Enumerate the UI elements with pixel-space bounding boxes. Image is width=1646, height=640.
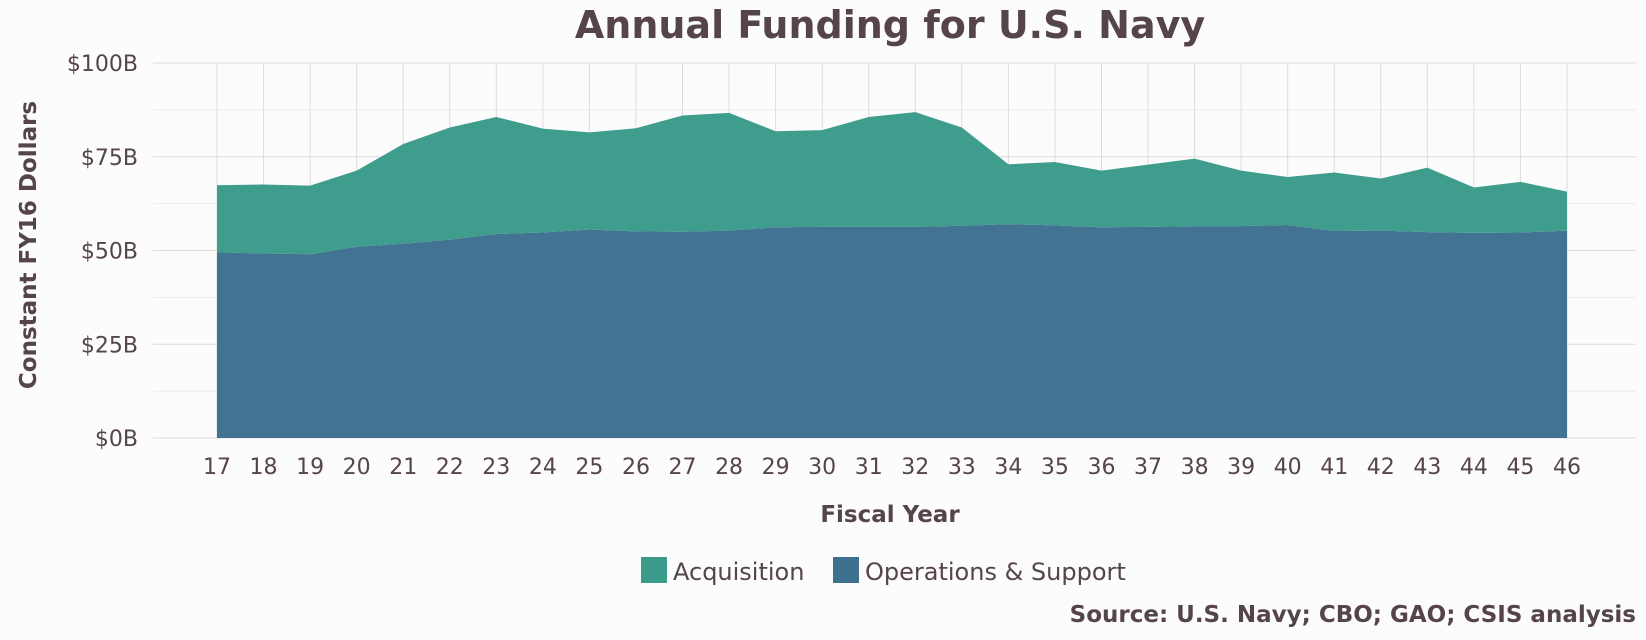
y-tick-label: $50B xyxy=(81,240,138,265)
x-tick-label: 39 xyxy=(1227,455,1255,480)
x-tick-label: 27 xyxy=(669,455,697,480)
legend: Acquisition Operations & Support xyxy=(641,557,1126,586)
y-tick-label: $75B xyxy=(81,146,138,171)
x-tick-label: 24 xyxy=(529,455,557,480)
x-tick-label: 26 xyxy=(622,455,650,480)
area-series-operations-support xyxy=(217,224,1567,438)
x-tick-label: 17 xyxy=(203,455,231,480)
x-tick-label: 25 xyxy=(575,455,603,480)
x-tick-label: 30 xyxy=(808,455,836,480)
x-tick-label: 19 xyxy=(296,455,324,480)
x-tick-label: 29 xyxy=(762,455,790,480)
x-tick-label: 38 xyxy=(1181,455,1209,480)
x-tick-label: 41 xyxy=(1320,455,1348,480)
x-tick-label: 34 xyxy=(994,455,1022,480)
x-tick-label: 44 xyxy=(1460,455,1488,480)
x-tick-label: 40 xyxy=(1274,455,1302,480)
x-tick-label: 31 xyxy=(855,455,883,480)
x-tick-label: 21 xyxy=(389,455,417,480)
x-axis-title: Fiscal Year xyxy=(820,502,960,528)
x-tick-label: 42 xyxy=(1367,455,1395,480)
legend-swatch-acquisition xyxy=(641,557,667,583)
y-tick-label: $25B xyxy=(81,333,138,358)
legend-swatch-operations-support xyxy=(833,557,859,583)
x-tick-labels: 17 18 19 20 21 22 23 24 25 26 27 28 29 30 31 32 33 34 35 36… xyxy=(203,455,1581,480)
x-tick-label: 43 xyxy=(1413,455,1441,480)
legend-label-acquisition: Acquisition xyxy=(673,558,804,586)
x-tick-label: 22 xyxy=(436,455,464,480)
y-tick-labels: $0B $25B $50B $75B $100B xyxy=(67,52,138,452)
chart-title: Annual Funding for U.S. Navy xyxy=(575,3,1205,47)
x-tick-label: 36 xyxy=(1087,455,1115,480)
x-tick-label: 46 xyxy=(1553,455,1581,480)
x-tick-label: 33 xyxy=(948,455,976,480)
x-tick-label: 37 xyxy=(1134,455,1162,480)
area-layer xyxy=(217,112,1567,438)
x-tick-label: 28 xyxy=(715,455,743,480)
x-tick-label: 35 xyxy=(1041,455,1069,480)
area-series-acquisition xyxy=(217,112,1567,255)
x-tick-label: 32 xyxy=(901,455,929,480)
x-tick-label: 20 xyxy=(343,455,371,480)
x-tick-label: 18 xyxy=(250,455,278,480)
y-axis-title: Constant FY16 Dollars xyxy=(16,101,42,389)
y-tick-label: $100B xyxy=(67,52,138,77)
legend-label-operations-support: Operations & Support xyxy=(865,558,1126,586)
x-tick-label: 45 xyxy=(1506,455,1534,480)
source-note: Source: U.S. Navy; CBO; GAO; CSIS analys… xyxy=(1070,602,1636,628)
x-tick-label: 23 xyxy=(482,455,510,480)
y-tick-label: $0B xyxy=(95,427,138,452)
